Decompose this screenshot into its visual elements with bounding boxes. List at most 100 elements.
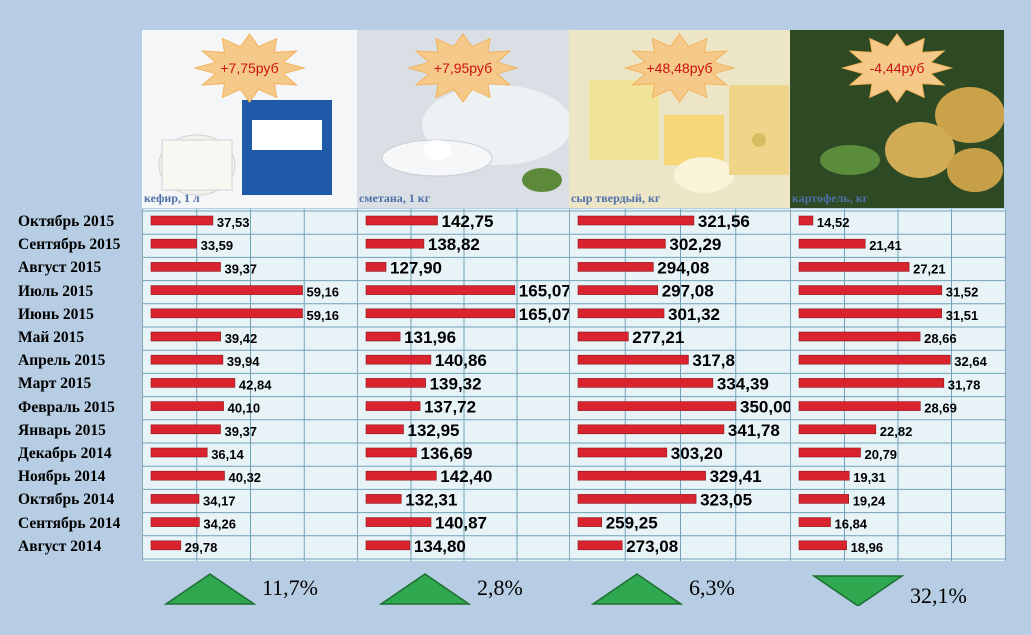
month-label: Сентябрь 2015	[18, 236, 121, 254]
data-label: 18,96	[851, 540, 884, 555]
data-label: 139,32	[430, 374, 482, 393]
product-label: кефир, 1 л	[144, 191, 200, 205]
data-label: 132,95	[408, 421, 460, 440]
data-label: 273,08	[626, 537, 678, 556]
trend-down-icon	[811, 575, 905, 607]
bar	[150, 331, 221, 342]
month-label: Октябрь 2015	[18, 213, 115, 230]
bar	[365, 424, 404, 435]
month-label: Апрель 2015	[18, 352, 106, 370]
data-label: 303,20	[671, 444, 723, 463]
bar	[150, 378, 236, 388]
data-label: 20,79	[865, 447, 898, 462]
bar	[150, 262, 221, 272]
data-label: 136,69	[421, 444, 473, 463]
bar	[577, 331, 629, 342]
data-label: 19,31	[853, 470, 886, 485]
data-label: 334,39	[717, 374, 769, 393]
bar	[365, 285, 516, 295]
month-label: Ноябрь 2014	[18, 468, 106, 486]
bar	[798, 308, 942, 319]
data-label: 33,59	[201, 238, 234, 253]
data-label: 19,24	[853, 493, 886, 508]
bar	[577, 470, 706, 481]
data-label: 14,52	[817, 215, 850, 230]
data-label: 142,40	[440, 467, 492, 486]
bar	[798, 447, 861, 458]
product-photo-panel: -4,44руб картофель, кг	[790, 30, 1004, 208]
month-label: Июль 2015	[18, 282, 94, 300]
bar	[150, 517, 200, 527]
bar-chart-panel: 142,75 138,82 127,90 165,07 165,07 131,96 140,…	[357, 209, 571, 561]
data-label: 350,00	[740, 398, 791, 417]
month-label: Декабрь 2014	[18, 445, 112, 462]
bar	[365, 262, 387, 272]
data-label: 301,32	[668, 305, 720, 324]
data-label: 165,07	[519, 282, 570, 301]
product-photo-panel: +48,48руб сыр твердый, кг	[569, 30, 790, 208]
percent-change: 2,8%	[477, 575, 523, 600]
product-photo-panel: +7,95руб сметана, 1 кг	[357, 30, 569, 208]
month-label: Сентябрь 2014	[18, 514, 121, 532]
data-label: 294,08	[657, 258, 709, 277]
bar	[798, 540, 847, 551]
data-label: 22,82	[880, 424, 913, 439]
bar	[577, 308, 665, 319]
bar	[798, 262, 910, 272]
bar	[150, 447, 208, 458]
bar	[365, 215, 438, 226]
starburst-badge	[406, 33, 520, 103]
product-photo	[569, 30, 790, 208]
data-label: 302,29	[669, 235, 721, 254]
month-label: Май 2015	[18, 329, 85, 346]
percent-change: 11,7%	[262, 575, 319, 600]
data-label: 277,21	[632, 328, 684, 347]
bar	[150, 401, 224, 411]
data-label: 34,17	[203, 493, 236, 508]
product-photo	[357, 30, 569, 208]
data-label: 27,21	[913, 261, 946, 276]
bar	[798, 331, 921, 342]
data-label: 32,64	[954, 354, 987, 369]
bar	[577, 262, 654, 272]
starburst-badge	[840, 33, 954, 103]
price-change-label: -4,44руб	[869, 60, 925, 76]
bar	[798, 424, 877, 435]
data-label: 29,78	[185, 540, 218, 555]
cheese-block	[589, 80, 659, 160]
month-label: Август 2015	[18, 259, 102, 277]
data-label: 28,69	[924, 401, 957, 416]
data-label: 131,96	[404, 328, 456, 347]
data-label: 259,25	[606, 514, 658, 533]
trend-up-icon	[590, 573, 684, 605]
data-label: 140,87	[435, 514, 487, 533]
product-label: сыр твердый, кг	[571, 191, 661, 205]
bar	[798, 215, 814, 226]
bar	[798, 401, 921, 411]
product-label: сметана, 1 кг	[359, 191, 431, 205]
data-label: 323,05	[700, 490, 752, 509]
bar-chart-panel: 14,52 21,41 27,21 31,52 31,51 28,66 32,64 31,78…	[790, 209, 1006, 561]
data-label: 16,84	[835, 517, 868, 532]
percent-change: 32,1%	[910, 583, 967, 608]
data-label: 321,56	[698, 212, 750, 231]
data-label: 59,16	[307, 285, 340, 300]
bar	[577, 378, 714, 388]
data-label: 31,51	[946, 308, 979, 323]
data-label: 329,41	[710, 467, 762, 486]
data-label: 39,42	[225, 331, 258, 346]
bar	[577, 238, 666, 249]
bar-chart-panel: 321,56 302,29 294,08 297,08 301,32 277,21 317,…	[569, 209, 792, 561]
data-label: 140,86	[435, 351, 487, 370]
bar	[365, 447, 417, 458]
bar	[798, 354, 951, 365]
data-label: 34,26	[203, 517, 236, 532]
bar	[150, 424, 221, 435]
month-label: Февраль 2015	[18, 398, 115, 416]
bar	[577, 401, 737, 411]
bar	[577, 215, 695, 226]
data-label: 40,32	[229, 470, 262, 485]
data-label: 36,14	[211, 447, 244, 462]
bar	[365, 540, 411, 551]
bar	[365, 308, 516, 319]
